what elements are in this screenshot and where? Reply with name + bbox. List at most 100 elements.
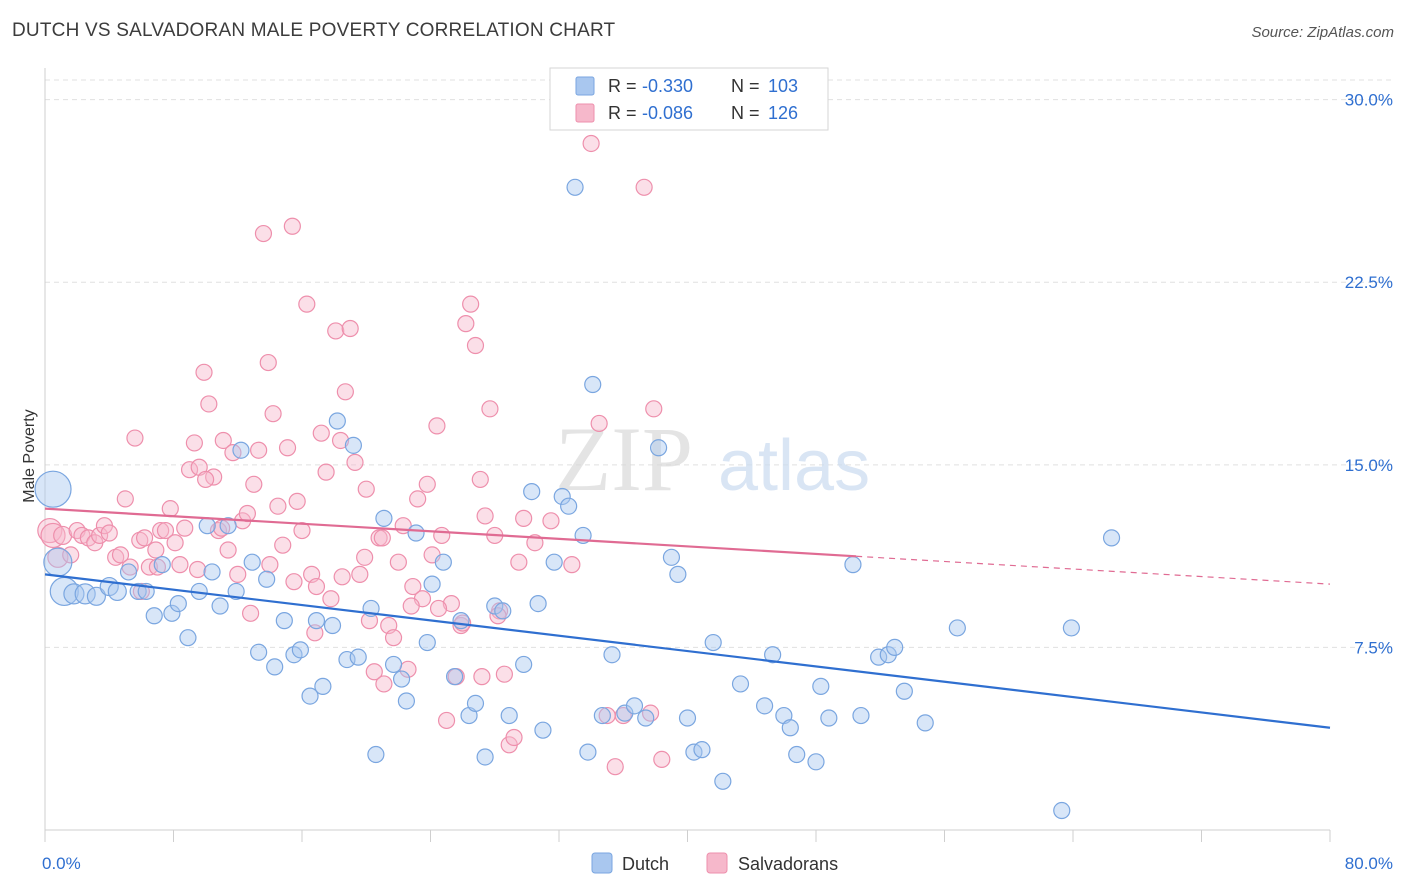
- salvadorans-point: [442, 594, 460, 613]
- dutch-point: [74, 583, 96, 605]
- salvadorans-point: [161, 500, 179, 518]
- dutch-point: [145, 607, 163, 625]
- dutch-point: [494, 602, 512, 620]
- dutch-point: [1053, 801, 1071, 820]
- salvadorans-point: [219, 541, 237, 559]
- dutch-point: [434, 553, 452, 571]
- x-tick-label-min: 0.0%: [42, 854, 81, 873]
- salvadorans-point: [645, 400, 663, 418]
- salvadorans-point: [188, 560, 207, 579]
- salvadorans-point: [288, 492, 306, 510]
- legend-swatch-dutch: [575, 76, 595, 96]
- legend-r-label-salvadorans: R =: [608, 103, 642, 123]
- salvadorans-point: [373, 529, 391, 547]
- salvadorans-point: [283, 217, 301, 235]
- dutch-point: [895, 682, 913, 700]
- salvadorans-point: [195, 363, 213, 381]
- dutch-point: [344, 436, 362, 454]
- dutch-point: [788, 745, 806, 764]
- salvadorans-point: [111, 546, 130, 564]
- dutch-point: [852, 706, 870, 725]
- legend-n-value-salvadorans: 126: [768, 103, 798, 123]
- dutch-point: [807, 753, 825, 771]
- salvadorans-point: [229, 565, 247, 583]
- salvadorans-point: [298, 295, 316, 313]
- legend-r-value-dutch: -0.330: [642, 76, 693, 96]
- salvadorans-point: [476, 507, 494, 525]
- salvadorans-point: [148, 558, 167, 576]
- salvadorans-point: [341, 319, 359, 338]
- legend-r-label-dutch: R =: [608, 76, 642, 96]
- salvadorans-point: [336, 383, 354, 401]
- salvadorans-point: [185, 434, 203, 452]
- dutch-point: [314, 677, 332, 695]
- salvadorans-point: [433, 526, 451, 545]
- bottom-legend-swatch-salvadorans: [706, 852, 728, 874]
- salvadorans-point: [331, 431, 350, 450]
- dutch-point: [625, 697, 644, 715]
- dutch-point: [1102, 529, 1121, 547]
- dutch-point: [593, 706, 611, 725]
- dutch-point: [545, 553, 563, 571]
- salvadorans-point: [495, 665, 513, 683]
- salvadorans-point: [505, 728, 523, 747]
- dutch-point: [764, 646, 782, 664]
- dutch-point: [338, 650, 356, 669]
- salvadorans-point: [135, 529, 154, 547]
- dutch-point: [704, 633, 722, 652]
- dutch-point: [243, 553, 261, 571]
- salvadorans-point: [641, 704, 660, 722]
- salvadorans-point: [254, 224, 273, 243]
- dutch-point: [669, 565, 687, 583]
- salvadorans-point: [542, 512, 560, 530]
- dutch-point: [452, 612, 470, 630]
- watermark-zip: ZIP: [555, 408, 693, 510]
- salvadorans-point: [457, 315, 475, 333]
- salvadorans-point: [510, 553, 528, 571]
- salvadorans-point: [269, 497, 287, 515]
- salvadorans-point: [437, 711, 456, 730]
- dutch-point: [418, 633, 436, 652]
- y-tick-label: 30.0%: [1345, 91, 1393, 110]
- salvadorans-point: [53, 525, 73, 546]
- salvadorans-point: [346, 453, 364, 471]
- dutch-point: [227, 582, 245, 601]
- dutch-point: [153, 556, 171, 574]
- salvadorans-point: [312, 424, 330, 442]
- salvadorans-point: [409, 490, 427, 508]
- salvadorans-point: [471, 470, 489, 489]
- salvadorans-point: [327, 322, 345, 340]
- salvadorans-point: [209, 521, 228, 540]
- dutch-point: [886, 638, 904, 657]
- y-tick-label: 15.0%: [1345, 456, 1393, 475]
- salvadorans-point: [259, 353, 277, 372]
- dutch-point: [693, 741, 711, 759]
- dutch-point: [169, 594, 187, 613]
- dutch-point: [755, 697, 774, 715]
- salvadorans-point: [606, 758, 624, 776]
- dutch-point: [637, 709, 655, 727]
- dutch-point: [466, 694, 485, 713]
- dutch-point: [534, 721, 552, 739]
- salvadorans-point: [126, 429, 144, 447]
- salvadorans-point: [214, 431, 232, 450]
- salvadorans-point: [462, 295, 480, 313]
- y-tick-label: 7.5%: [1354, 638, 1393, 657]
- y-tick-label: 22.5%: [1345, 273, 1393, 292]
- dutch-point: [107, 581, 127, 602]
- bottom-legend-label-dutch: Dutch: [622, 854, 669, 874]
- salvadorans-point: [131, 531, 149, 549]
- dutch-point: [163, 604, 181, 622]
- salvadorans-point: [404, 577, 422, 596]
- dutch-point: [486, 597, 504, 615]
- dutch-point: [367, 745, 385, 764]
- dutch-point: [560, 497, 578, 515]
- dutch-point: [397, 692, 416, 710]
- salvadorans-point: [481, 400, 499, 418]
- dutch-point: [258, 570, 276, 588]
- dutch-point: [731, 675, 750, 693]
- salvadorans-point: [152, 521, 170, 540]
- y-axis-label: Male Poverty: [21, 409, 38, 502]
- dutch-point: [63, 583, 85, 605]
